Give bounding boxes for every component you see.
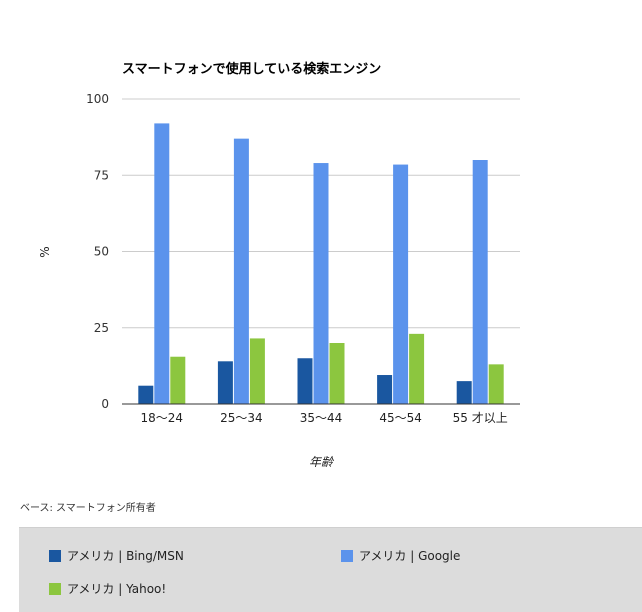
bar bbox=[472, 160, 488, 404]
x-tick-label: 45〜54 bbox=[379, 411, 422, 425]
y-axis-ticks: 0 25 50 75 100 bbox=[86, 92, 109, 411]
x-tick-label: 55 才以上 bbox=[453, 411, 508, 425]
y-tick-label: 75 bbox=[94, 168, 109, 182]
legend-swatch bbox=[49, 582, 61, 595]
legend-item: アメリカ | Bing/MSN bbox=[49, 547, 184, 564]
legend-item: アメリカ | Google bbox=[341, 547, 460, 564]
bar bbox=[233, 138, 249, 404]
bars bbox=[138, 123, 504, 405]
legend-label: アメリカ | Bing/MSN bbox=[67, 549, 184, 563]
x-tick-label: 18〜24 bbox=[141, 411, 184, 425]
chart-title: スマートフォンで使用している検索エンジン bbox=[122, 61, 381, 77]
x-axis-ticks: 18〜24 25〜34 35〜44 45〜54 55 才以上 bbox=[141, 411, 508, 425]
bar bbox=[217, 361, 233, 404]
bar bbox=[377, 375, 393, 404]
legend: アメリカ | Bing/MSN アメリカ | Google アメリカ | Yahoo… bbox=[19, 527, 642, 612]
bar bbox=[456, 381, 472, 404]
x-tick-label: 25〜34 bbox=[220, 411, 263, 425]
bar bbox=[393, 164, 409, 404]
y-tick-label: 100 bbox=[86, 92, 109, 106]
y-tick-label: 50 bbox=[94, 245, 109, 259]
y-tick-label: 0 bbox=[101, 397, 109, 411]
bar bbox=[138, 385, 154, 404]
legend-label: アメリカ | Yahoo! bbox=[67, 582, 167, 596]
legend-item: アメリカ | Yahoo! bbox=[49, 580, 166, 597]
bar bbox=[488, 364, 504, 404]
bar-chart: スマートフォンで使用している検索エンジン 0 25 50 75 100 18〜24 25〜… bbox=[38, 61, 520, 469]
bar bbox=[297, 358, 313, 404]
bar bbox=[154, 123, 170, 405]
bar bbox=[313, 163, 329, 404]
bar bbox=[170, 356, 186, 404]
bar bbox=[249, 338, 265, 404]
legend-swatch bbox=[49, 549, 61, 562]
bar bbox=[329, 343, 345, 404]
y-axis-label: % bbox=[38, 246, 52, 257]
legend-swatch bbox=[341, 549, 353, 562]
base-note: ベース: スマートフォン所有者 bbox=[20, 503, 156, 514]
bar bbox=[409, 333, 425, 404]
x-tick-label: 35〜44 bbox=[300, 411, 343, 425]
y-tick-label: 25 bbox=[94, 321, 109, 335]
legend-label: アメリカ | Google bbox=[359, 549, 461, 563]
x-axis-label: 年齢 bbox=[309, 455, 335, 469]
